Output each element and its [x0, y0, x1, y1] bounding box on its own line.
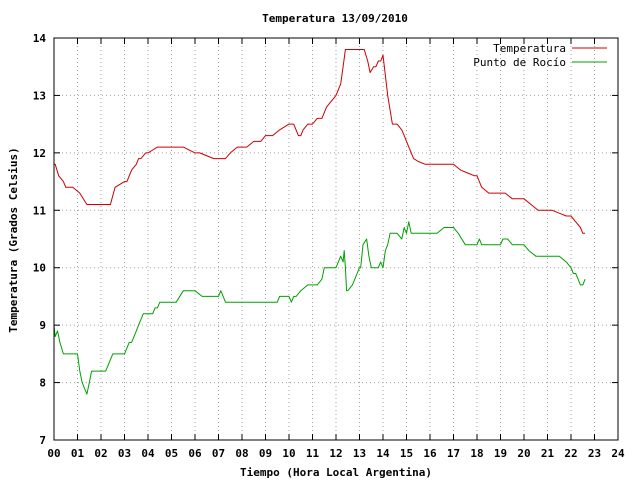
y-tick-label: 11	[33, 204, 47, 217]
x-tick-label: 19	[494, 447, 507, 460]
y-tick-label: 7	[39, 434, 46, 447]
y-tick-label: 8	[39, 377, 46, 390]
y-tick-label: 14	[33, 32, 47, 45]
y-tick-label: 13	[33, 89, 46, 102]
x-tick-label: 06	[188, 447, 202, 460]
x-tick-label: 12	[329, 447, 342, 460]
x-tick-label: 05	[165, 447, 178, 460]
axis-ticks	[53, 37, 619, 441]
y-axis-label: Temperatura (Grados Celsius)	[7, 147, 20, 332]
y-tick-label: 12	[33, 147, 46, 160]
x-tick-label: 14	[376, 447, 390, 460]
x-tick-label: 21	[541, 447, 555, 460]
x-tick-label: 23	[588, 447, 601, 460]
x-tick-label: 10	[282, 447, 295, 460]
legend-label: Punto de Rocío	[473, 56, 566, 69]
series-lines	[53, 49, 586, 395]
grid	[54, 38, 618, 440]
y-tick-label: 10	[33, 262, 46, 275]
x-tick-label: 17	[447, 447, 460, 460]
x-tick-label: 11	[306, 447, 320, 460]
x-tick-label: 03	[118, 447, 131, 460]
x-tick-label: 07	[212, 447, 225, 460]
chart-title: Temperatura 13/09/2010	[262, 12, 408, 25]
x-tick-label: 01	[71, 447, 85, 460]
series-line-punto-de-rocio	[53, 221, 586, 395]
x-tick-label: 15	[400, 447, 413, 460]
x-tick-label: 08	[235, 447, 248, 460]
plot-border	[53, 37, 619, 441]
x-tick-label: 09	[259, 447, 272, 460]
y-tick-labels: 7 8 9 10 11 12 13 14	[33, 32, 47, 447]
x-tick-label: 16	[423, 447, 437, 460]
x-tick-label: 18	[470, 447, 483, 460]
legend-label: Temperatura	[493, 42, 566, 55]
x-tick-label: 02	[94, 447, 107, 460]
x-tick-label: 20	[517, 447, 530, 460]
x-tick-label: 24	[611, 447, 625, 460]
x-tick-labels: 00 01 02 03 04 05 06 07 08 09 10 11 12 13 14 15 16 17 18 19…	[47, 447, 625, 460]
x-axis-label: Tiempo (Hora Local Argentina)	[240, 466, 432, 479]
x-tick-label: 13	[353, 447, 366, 460]
x-tick-label: 22	[564, 447, 577, 460]
series-line-temperatura	[54, 49, 586, 234]
x-tick-label: 04	[141, 447, 155, 460]
y-tick-label: 9	[39, 319, 46, 332]
x-tick-label: 00	[47, 447, 60, 460]
